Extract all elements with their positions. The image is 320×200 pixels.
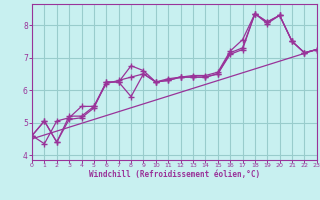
X-axis label: Windchill (Refroidissement éolien,°C): Windchill (Refroidissement éolien,°C): [89, 170, 260, 179]
